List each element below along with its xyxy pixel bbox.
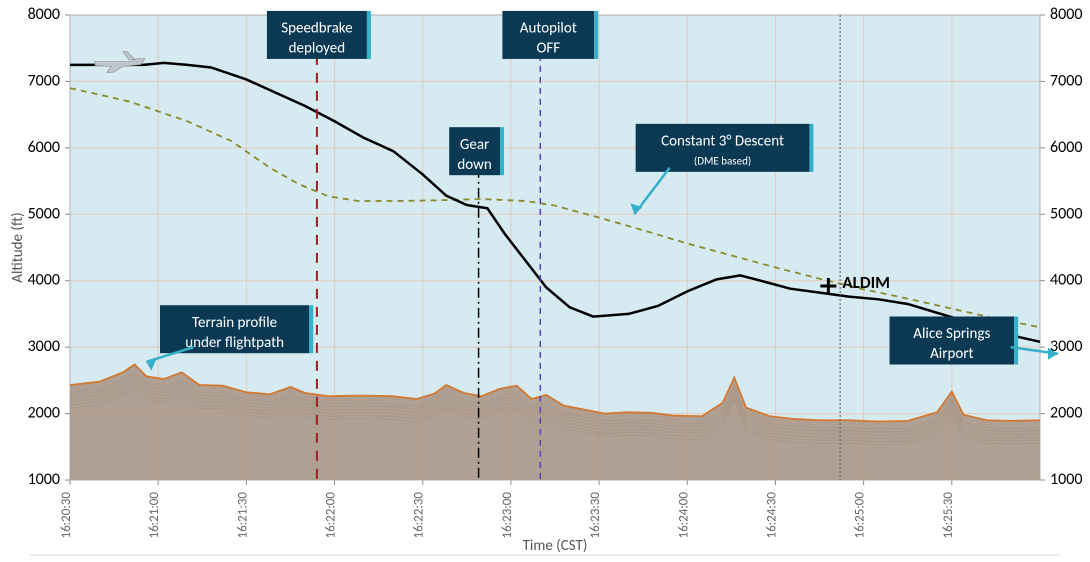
x-tick: 16:22:00 — [324, 492, 339, 539]
x-axis-label: Time (CST) — [523, 537, 588, 555]
y-tick-right: 1000 — [1050, 470, 1082, 489]
y-tick-right: 4000 — [1050, 271, 1082, 290]
svg-text:Speedbrake: Speedbrake — [281, 20, 352, 38]
y-tick-left: 1000 — [28, 470, 60, 489]
y-tick-left: 5000 — [28, 204, 60, 223]
svg-text:down: down — [457, 156, 491, 174]
svg-text:Autopilot: Autopilot — [520, 20, 577, 38]
descent-label: Constant 3° Descent (DME based) — [636, 124, 814, 172]
y-tick-left: 7000 — [28, 71, 60, 90]
y-tick-left: 2000 — [28, 404, 60, 423]
svg-text:Alice Springs: Alice Springs — [913, 325, 990, 343]
x-tick: 16:23:00 — [500, 492, 515, 539]
svg-text:Constant 3° Descent: Constant 3° Descent — [661, 132, 784, 150]
svg-text:OFF: OFF — [536, 40, 560, 58]
y-tick-left: 6000 — [28, 138, 60, 157]
x-tick: 16:24:30 — [764, 492, 779, 539]
waypoint-label: ALDIM — [842, 272, 890, 293]
y-tick-right: 7000 — [1050, 71, 1082, 90]
svg-text:Gear: Gear — [460, 136, 489, 154]
svg-text:under flightpath: under flightpath — [185, 334, 284, 352]
autopilot-label: Autopilot OFF — [502, 11, 598, 59]
svg-text:Airport: Airport — [930, 345, 973, 363]
y-tick-right: 6000 — [1050, 138, 1082, 157]
y-tick-right: 5000 — [1050, 204, 1082, 223]
chart-svg: 1000100020002000300030004000400050005000… — [0, 0, 1090, 562]
x-tick: 16:21:30 — [235, 492, 250, 539]
y-tick-left: 8000 — [28, 5, 60, 24]
y-axis-label: Altitude (ft) — [9, 212, 27, 282]
y-tick-left: 4000 — [28, 271, 60, 290]
speedbrake-label: Speedbrake deployed — [267, 11, 371, 59]
x-tick: 16:20:30 — [59, 492, 74, 539]
x-tick: 16:25:30 — [941, 492, 956, 539]
y-tick-left: 3000 — [28, 337, 60, 356]
y-tick-right: 2000 — [1050, 404, 1082, 423]
airport-label: Alice Springs Airport — [890, 317, 1019, 365]
x-tick: 16:25:00 — [853, 492, 868, 539]
terrain-label: Terrain profile under flightpath — [160, 305, 313, 353]
x-tick: 16:23:30 — [588, 492, 603, 539]
svg-text:Terrain profile: Terrain profile — [192, 314, 277, 332]
x-tick: 16:22:30 — [412, 492, 427, 539]
svg-text:(DME based): (DME based) — [694, 154, 751, 167]
x-tick: 16:21:00 — [147, 492, 162, 539]
flight-profile-chart: { "chart":{ "type":"line", "width":1090,… — [0, 0, 1090, 562]
svg-text:deployed: deployed — [289, 40, 345, 58]
y-tick-right: 8000 — [1050, 5, 1082, 24]
gear-label: Gear down — [449, 127, 504, 175]
x-tick: 16:24:00 — [676, 492, 691, 539]
